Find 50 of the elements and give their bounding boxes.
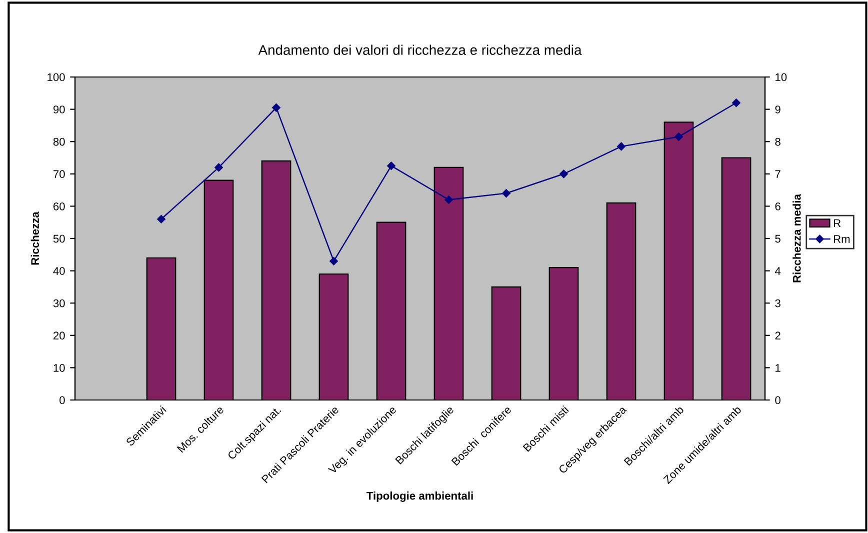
y-axis-title: Ricchezza — [30, 212, 39, 265]
bar — [606, 202, 636, 400]
y-tick-label: 90 — [53, 106, 65, 114]
chart-title: Andamento dei valori di ricchezza e ricchezza media — [258, 44, 582, 55]
point — [272, 104, 280, 112]
y-tick-label: 20 — [53, 332, 65, 340]
bar — [721, 157, 752, 400]
y-tick-label: 10 — [54, 364, 65, 372]
y2-tick-label: 0 — [775, 396, 780, 404]
bar — [664, 122, 694, 400]
y2-axis-title: Ricchezza media — [792, 194, 801, 282]
y-tick-label: 60 — [53, 202, 65, 210]
y-tick-label: 70 — [53, 170, 65, 178]
y2-tick-label: 5 — [775, 234, 780, 243]
bar — [146, 257, 176, 400]
point — [732, 98, 740, 107]
point — [674, 132, 683, 141]
y-tick-label: 50 — [53, 234, 65, 243]
y2-tick-label: 2 — [775, 332, 780, 340]
bar — [318, 273, 349, 400]
y-tick-label: 100 — [48, 73, 65, 82]
y2-tick-label: 7 — [775, 170, 780, 178]
bar — [376, 222, 406, 400]
y2-tick-label: 10 — [776, 73, 787, 82]
point — [330, 256, 338, 266]
point — [214, 163, 223, 172]
y2-tick-label: 9 — [775, 106, 780, 114]
y-tick-label: 0 — [60, 396, 65, 404]
y-tick-label: 80 — [53, 138, 65, 146]
point — [387, 162, 396, 170]
point — [157, 214, 166, 224]
y2-tick-label: 4 — [774, 267, 781, 275]
bar — [548, 267, 579, 400]
bar — [261, 160, 292, 400]
x-axis-title: Tipologie ambientali — [366, 492, 473, 502]
legend-label: Rm — [834, 235, 850, 243]
bar — [204, 180, 234, 400]
bar — [491, 286, 522, 400]
y2-tick-label: 8 — [775, 138, 780, 146]
bar — [434, 166, 464, 400]
point — [502, 189, 510, 198]
y2-tick-label: 1 — [776, 364, 780, 372]
legend-label: R — [834, 219, 841, 227]
point — [617, 142, 626, 151]
y-tick-label: 40 — [53, 267, 65, 275]
y2-tick-label: 6 — [775, 202, 780, 210]
y2-tick-label: 3 — [775, 299, 780, 308]
y-tick-label: 30 — [53, 299, 65, 308]
point — [444, 196, 453, 204]
point — [560, 170, 568, 178]
